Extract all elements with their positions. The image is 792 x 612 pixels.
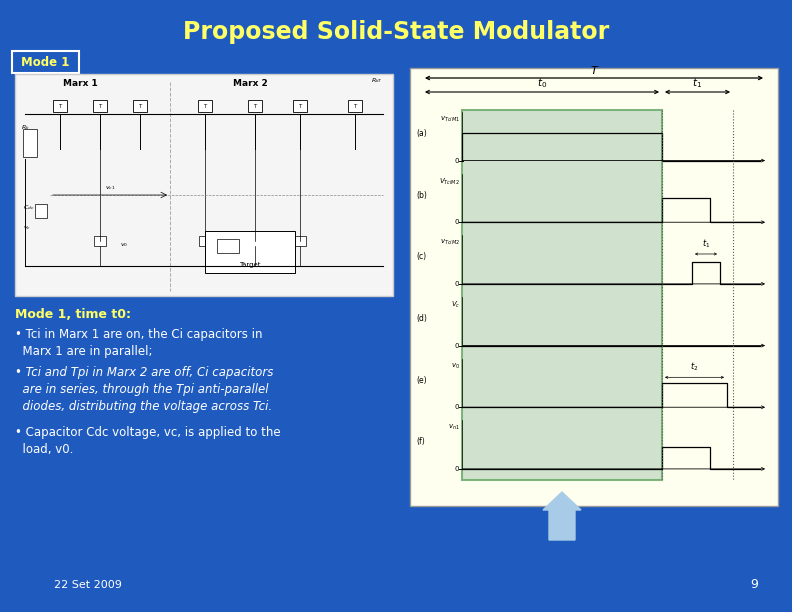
Text: $R_{kT}$: $R_{kT}$ [371,76,383,85]
Text: $V_{TciM2}$: $V_{TciM2}$ [440,177,460,187]
Text: (d): (d) [416,314,427,323]
Text: 0: 0 [455,281,459,287]
Text: Marx 2: Marx 2 [233,79,268,88]
Bar [348,100,362,112]
Text: Marx 1: Marx 1 [63,79,97,88]
Text: 22 Set 2009: 22 Set 2009 [54,580,122,590]
Text: T: T [299,103,302,108]
Text: $R_k$: $R_k$ [21,123,30,132]
Text: $t_0$: $t_0$ [537,76,547,90]
Text: $v_{n1}$: $v_{n1}$ [448,424,460,433]
Text: $C_{dc}$: $C_{dc}$ [23,203,35,212]
Bar [35,204,47,218]
Text: $v_0$: $v_0$ [451,362,460,371]
Text: $v_0$: $v_0$ [120,241,128,249]
Text: T: T [59,103,62,108]
Text: Target: Target [239,262,261,268]
Bar [15,74,393,296]
Text: 0: 0 [455,219,459,225]
Bar [294,236,306,246]
Text: T: T [204,103,207,108]
Text: 0: 0 [455,466,459,472]
Text: 0: 0 [455,157,459,163]
Bar [293,100,307,112]
Bar [94,236,106,246]
Text: T: T [253,103,257,108]
Text: Proposed Solid-State Modulator: Proposed Solid-State Modulator [183,20,609,44]
Text: $v_{TciM2}$: $v_{TciM2}$ [440,238,460,247]
Text: • Tci in Marx 1 are on, the Ci capacitors in
  Marx 1 are in parallel;: • Tci in Marx 1 are on, the Ci capacitor… [15,328,262,358]
Bar [199,236,211,246]
Text: $V_c$: $V_c$ [451,300,460,310]
Text: • Tci and Tpi in Marx 2 are off, Ci capacitors
  are in series, through the Tpi : • Tci and Tpi in Marx 2 are off, Ci capa… [15,366,273,413]
Text: (b): (b) [416,190,427,200]
Text: Mode 1, time t0:: Mode 1, time t0: [15,308,131,321]
Bar [23,129,37,157]
Bar [410,68,778,506]
Bar [205,231,295,273]
Text: T: T [353,103,356,108]
Text: $v_c$: $v_c$ [23,224,31,232]
Text: $v_{TciM1}$: $v_{TciM1}$ [440,115,460,124]
Text: T: T [591,66,597,76]
Bar [217,239,239,253]
Bar [248,100,262,112]
Text: T: T [139,103,142,108]
Text: $v_{c1}$: $v_{c1}$ [105,184,116,192]
FancyBboxPatch shape [12,51,79,73]
Text: (a): (a) [416,129,427,138]
Text: Mode 1: Mode 1 [21,56,69,70]
Text: T: T [98,103,101,108]
Text: 0: 0 [455,405,459,410]
Text: $t_1$: $t_1$ [702,237,710,250]
Text: • Capacitor Cdc voltage, vc, is applied to the
  load, v0.: • Capacitor Cdc voltage, vc, is applied … [15,426,280,456]
Bar [133,100,147,112]
Bar [53,100,67,112]
Text: $t_2$: $t_2$ [691,361,699,373]
Bar [249,236,261,246]
FancyArrow shape [543,492,581,540]
Text: (c): (c) [416,252,426,261]
Text: $t_1$: $t_1$ [692,76,703,90]
Bar [198,100,212,112]
Text: 9: 9 [750,578,758,591]
Text: 0: 0 [455,343,459,349]
Bar [462,110,662,480]
Text: (e): (e) [416,376,427,384]
Text: (f): (f) [416,437,425,446]
Bar [93,100,107,112]
